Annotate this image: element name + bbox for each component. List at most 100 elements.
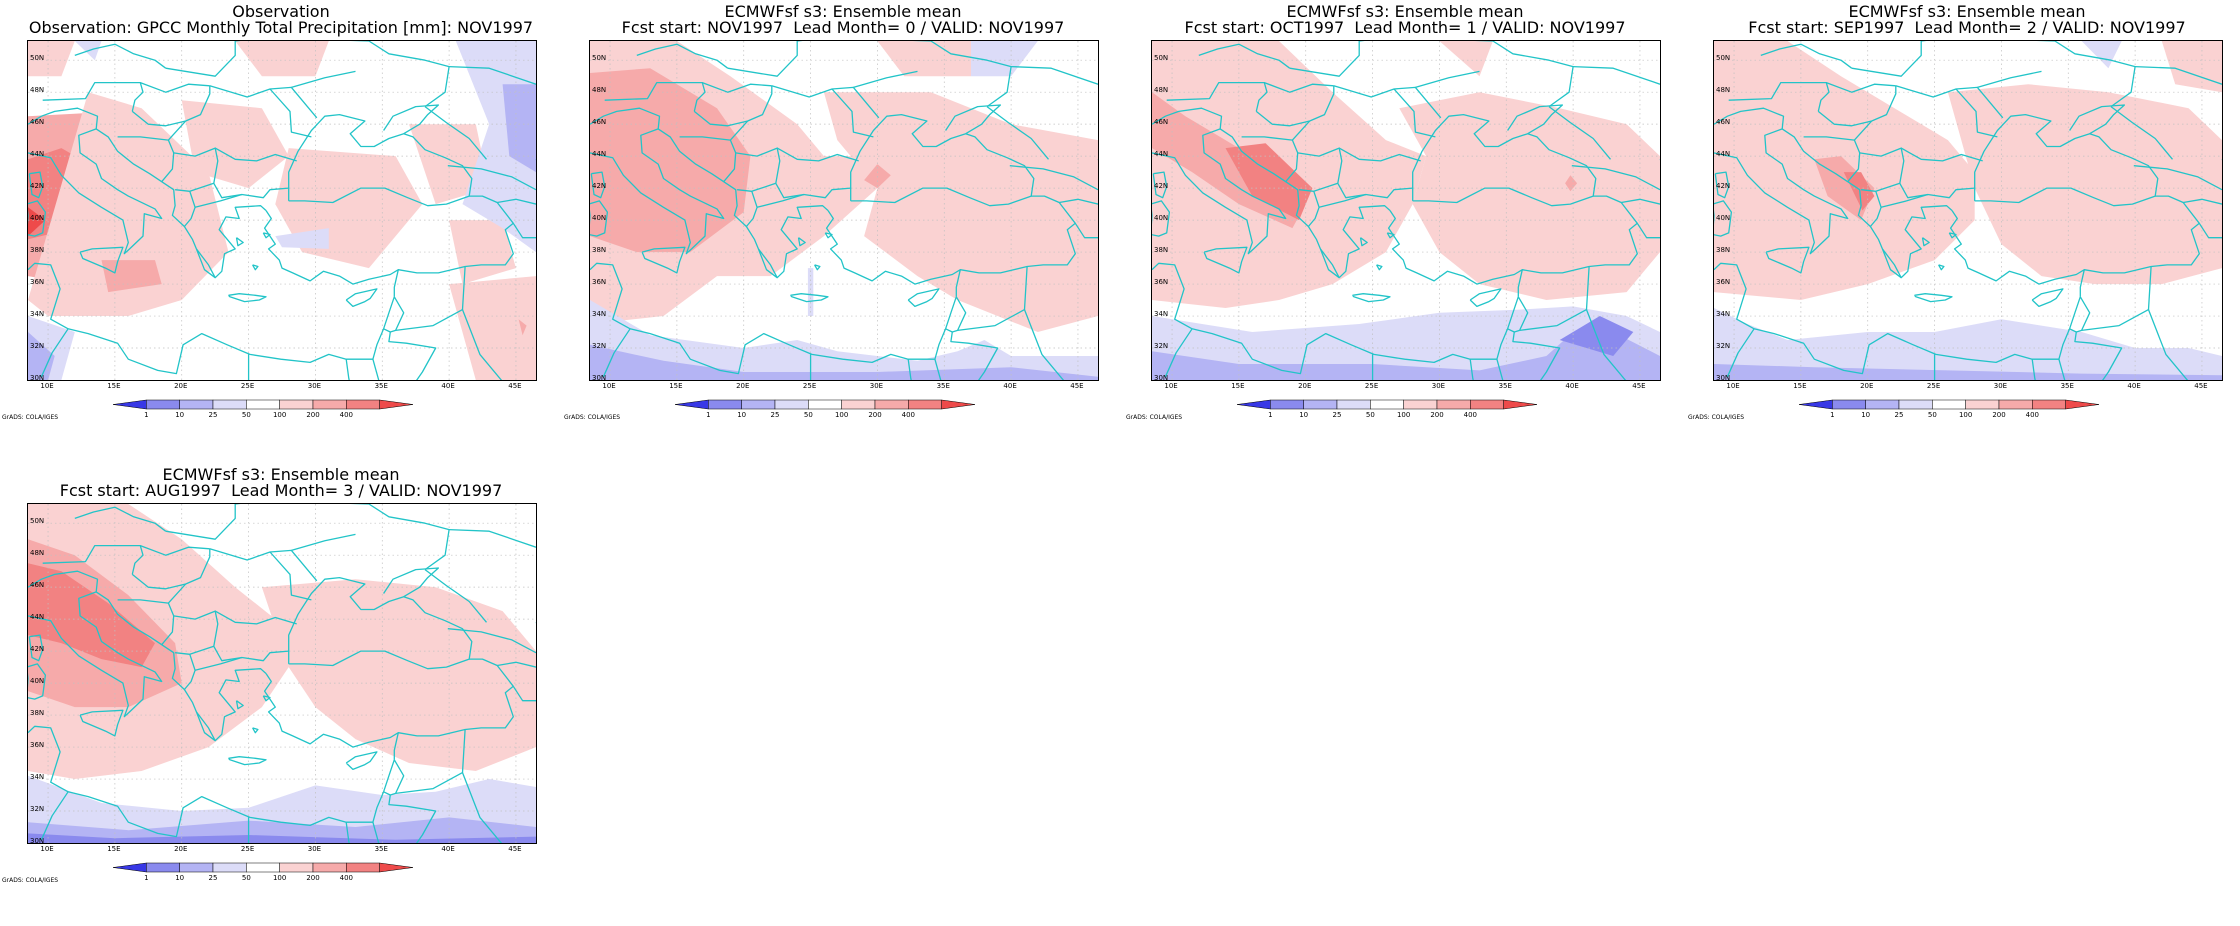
colorbar-swatch	[312, 399, 347, 410]
colorbar-level-label: 25	[208, 874, 218, 882]
lat-tick-label: 36N	[1154, 278, 1169, 287]
colorbar-swatch	[1236, 399, 1271, 410]
coastline	[383, 567, 440, 598]
colorbar-level-label: 25	[1894, 411, 1904, 419]
island-outline	[814, 264, 821, 271]
lon-tick-label: 10E	[602, 382, 616, 390]
lon-tick-label: 30E	[307, 382, 322, 390]
lat-tick-label: 42N	[30, 645, 45, 654]
country-border	[853, 70, 918, 89]
island-outline	[1914, 293, 1953, 303]
colorbar-level-label: 10	[737, 411, 747, 419]
lat-tick-label: 34N	[1154, 310, 1169, 319]
colorbar-swatch	[179, 862, 214, 873]
precip-patch	[1947, 84, 2222, 285]
colorbar-swatch	[1865, 399, 1900, 410]
colorbar-level-label: 400	[339, 411, 354, 419]
country-border	[2133, 165, 2222, 191]
lat-tick-label: 44N	[1154, 150, 1169, 159]
colorbar-swatch	[841, 399, 876, 410]
country-border	[512, 685, 536, 702]
colorbar-level-label: 200	[1430, 411, 1444, 419]
lat-tick-label: 46N	[30, 581, 45, 590]
country-border	[1264, 81, 1334, 93]
coastline	[1152, 128, 1287, 255]
precip-patch	[409, 124, 490, 205]
country-border	[1474, 41, 1574, 108]
colorbar-swatch	[874, 399, 909, 410]
colorbar-level-label: 50	[1927, 411, 1937, 419]
island-outline	[757, 248, 778, 279]
coastline	[907, 359, 912, 380]
lat-tick-label: 34N	[30, 773, 45, 782]
lon-tick-label: 15E	[669, 382, 683, 390]
lon-tick-label: 10E	[40, 382, 54, 390]
country-border	[729, 120, 749, 141]
colorbar-level-label: 400	[2025, 411, 2040, 419]
colorbar-swatch	[1270, 399, 1304, 410]
island-outline	[195, 248, 216, 279]
lat-tick-label: 30N	[1716, 374, 1731, 382]
island-outline	[1152, 200, 1171, 237]
lon-tick-label: 35E	[1498, 382, 1512, 390]
country-border	[74, 43, 167, 69]
country-border	[771, 85, 874, 138]
country-border	[213, 182, 289, 199]
coastline	[2069, 104, 2126, 135]
country-border	[1899, 182, 1975, 199]
panel-title: Observation	[232, 2, 330, 21]
country-border	[183, 654, 196, 690]
country-border	[702, 81, 772, 93]
island-outline	[797, 237, 806, 247]
precip-patch	[807, 268, 814, 316]
country-border	[1519, 266, 1590, 332]
country-border	[209, 548, 312, 601]
lat-tick-label: 50N	[30, 54, 45, 63]
country-border	[194, 193, 243, 208]
lat-tick-label: 36N	[30, 741, 45, 750]
panel-subtitle: Fcst start: AUG1997 Lead Month= 3 / VALI…	[59, 481, 503, 500]
precip-patch	[877, 41, 985, 77]
country-border	[1291, 120, 1311, 141]
country-border	[173, 610, 219, 655]
country-border	[117, 136, 175, 183]
lat-tick-label: 46N	[1154, 118, 1169, 127]
colorbar-swatch	[379, 862, 414, 873]
colorbar	[112, 862, 414, 873]
colorbar-swatch	[246, 862, 280, 873]
country-border	[42, 544, 144, 575]
country-border	[388, 794, 437, 843]
colorbar	[674, 399, 976, 410]
country-border	[1307, 191, 1320, 227]
country-border	[1059, 198, 1098, 205]
country-border	[636, 43, 729, 69]
precip-patch	[449, 276, 536, 380]
precip-patch	[1714, 364, 2222, 380]
country-border	[40, 791, 69, 841]
country-border	[756, 193, 805, 208]
lat-tick-label: 36N	[1716, 278, 1731, 287]
island-outline	[1319, 248, 1340, 279]
coastline	[1714, 128, 1849, 255]
colorbar-swatch	[941, 399, 976, 410]
lat-tick-label: 46N	[1716, 118, 1731, 127]
country-border	[2074, 331, 2123, 380]
colorbar-level-label: 25	[1332, 411, 1342, 419]
lon-tick-label: 20E	[174, 845, 188, 853]
lat-tick-label: 48N	[1716, 86, 1731, 95]
colorbar-level-label: 100	[1396, 411, 1411, 419]
island-outline	[28, 171, 44, 199]
country-border	[912, 41, 1012, 108]
coastline	[1949, 210, 2085, 297]
lat-tick-label: 42N	[1716, 182, 1731, 191]
island-outline	[28, 200, 47, 237]
lon-tick-label: 15E	[1793, 382, 1807, 390]
lat-tick-label: 38N	[592, 246, 607, 255]
country-border	[461, 309, 503, 380]
country-border	[1714, 107, 1785, 129]
panel-title: ECMWFsf s3: Ensemble mean	[724, 2, 962, 21]
lon-tick-label: 40E	[441, 382, 455, 390]
coastline	[1469, 359, 1474, 380]
country-border	[291, 70, 356, 89]
lon-tick-label: 35E	[374, 845, 388, 853]
